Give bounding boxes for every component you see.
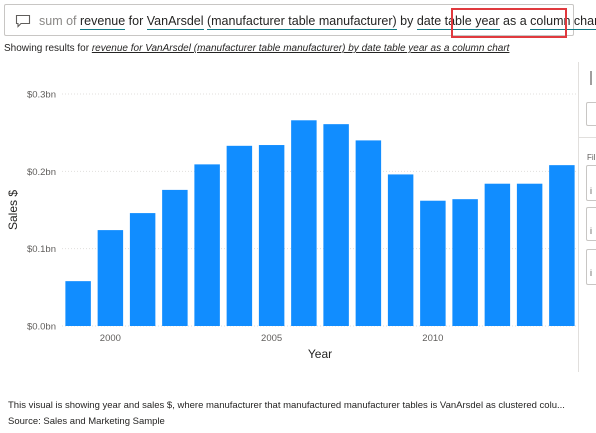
bar[interactable]: [355, 140, 382, 326]
showing-results-prefix: Showing results for: [4, 43, 92, 54]
x-tick-label: 2000: [100, 333, 121, 344]
y-tick-label: $0.0bn: [27, 322, 56, 333]
y-tick-label: $0.3bn: [27, 90, 56, 101]
filter-icon[interactable]: [585, 70, 596, 86]
bar[interactable]: [226, 145, 253, 326]
bar[interactable]: [452, 199, 478, 326]
pane-card-mark: i: [590, 226, 592, 236]
qna-token: by: [400, 14, 414, 28]
bar[interactable]: [65, 281, 91, 326]
bar[interactable]: [420, 200, 446, 326]
chart-svg: $0.0bn $0.1bn $0.2bn $0.3bn 2000 2005 2010 Year…: [6, 90, 578, 361]
bar[interactable]: [258, 145, 285, 326]
bar[interactable]: [549, 165, 575, 326]
chat-bubble-icon: [15, 14, 31, 28]
y-tick-label: $0.2bn: [27, 167, 56, 178]
pane-filter-card-3[interactable]: i: [586, 249, 596, 285]
y-axis-title: Sales $: [6, 190, 20, 230]
qna-token: sum of: [39, 14, 77, 28]
qna-token[interactable]: (manufacturer table manufacturer): [206, 14, 397, 30]
bar[interactable]: [162, 189, 188, 326]
column-chart[interactable]: $0.0bn $0.1bn $0.2bn $0.3bn 2000 2005 2010 Year…: [0, 62, 578, 372]
showing-results-link[interactable]: revenue for VanArsdel (manufacturer tabl…: [91, 43, 510, 54]
qna-input[interactable]: sum of revenue for VanArsdel (manufactur…: [4, 4, 596, 36]
qna-token: for: [128, 14, 144, 28]
pane-filter-card-1[interactable]: i: [586, 165, 596, 201]
qna-token: as a: [503, 14, 527, 28]
visual-description: This visual is showing year and sales $,…: [8, 400, 565, 411]
qna-query-text[interactable]: sum of revenue for VanArsdel (manufactur…: [39, 14, 596, 30]
qna-token[interactable]: revenue: [80, 14, 126, 30]
x-tick-label: 2005: [261, 333, 282, 344]
pane-search-box[interactable]: [586, 102, 596, 126]
qna-token[interactable]: column chart: [530, 14, 596, 30]
pane-filter-card-2[interactable]: i: [586, 207, 596, 241]
pane-card-mark: i: [590, 186, 592, 196]
bar[interactable]: [291, 120, 317, 326]
showing-results-line: Showing results for revenue for VanArsde…: [4, 43, 509, 54]
bar[interactable]: [323, 124, 349, 326]
bar[interactable]: [194, 164, 220, 326]
qna-token[interactable]: date table year: [416, 14, 500, 30]
bar[interactable]: [387, 174, 414, 326]
x-tick-label: 2010: [422, 333, 443, 344]
qna-token[interactable]: VanArsdel: [146, 14, 204, 30]
bar[interactable]: [484, 183, 511, 326]
source-line: Source: Sales and Marketing Sample: [8, 416, 165, 427]
bar[interactable]: [129, 213, 156, 326]
y-tick-label: $0.1bn: [27, 244, 56, 255]
pane-divider: [579, 137, 596, 138]
pane-card-mark: i: [590, 268, 592, 278]
filters-pane[interactable]: Fil i i i: [578, 62, 596, 372]
pane-filters-label: Fil: [587, 153, 596, 162]
x-axis-title: Year: [308, 347, 332, 361]
bar[interactable]: [516, 183, 543, 326]
bar[interactable]: [97, 230, 124, 326]
